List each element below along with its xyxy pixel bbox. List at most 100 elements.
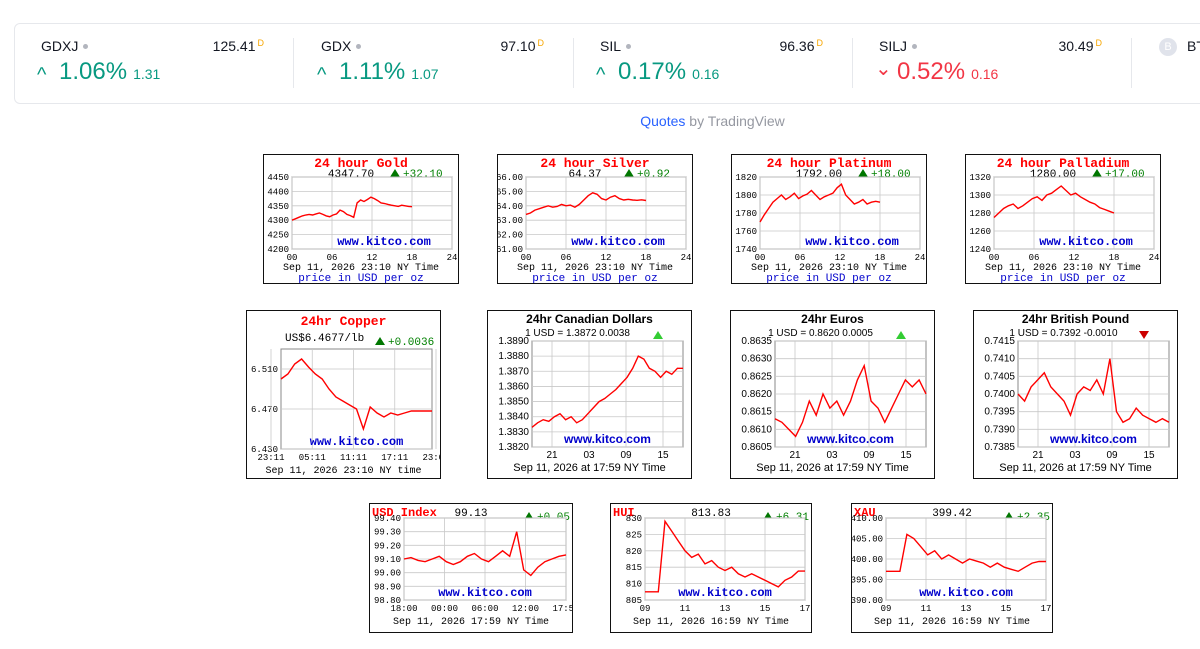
chart-date: Sep 11, 2026 16:59 NY Time: [874, 616, 1030, 628]
x-tick-label: 24: [447, 253, 458, 263]
price-line-silver: [525, 192, 647, 216]
x-tick-label: 00:00: [431, 604, 458, 614]
ticker-item-gdx[interactable]: GDX 97.10 D ^ 1.11% 1.07: [295, 24, 574, 103]
y-tick-label: 1780: [735, 209, 757, 219]
change-up-triangle-icon: [624, 169, 634, 177]
quotes-link[interactable]: Quotes: [640, 113, 686, 129]
caret-down-icon: ⌄: [875, 58, 892, 80]
kitco-watermark: www.kitco.com: [438, 586, 532, 600]
y-tick-label: 99.20: [374, 541, 401, 551]
x-tick-label: 18: [407, 253, 418, 263]
x-tick-label: 06: [795, 253, 806, 263]
delayed-mark: D: [537, 38, 545, 48]
ticker-price: 125.41: [212, 38, 256, 54]
chart-price: 99.13: [454, 508, 487, 520]
x-tick-label: 15: [900, 450, 912, 461]
ticker-change: ⌄ 0.52% 0.16: [875, 58, 998, 86]
ticker-item-bt[interactable]: B BT: [1133, 24, 1200, 103]
y-tick-label: 4400: [267, 187, 289, 197]
change-up-triangle-icon: [896, 331, 906, 339]
y-tick-label: 1320: [969, 173, 991, 183]
ticker-item-silj[interactable]: SILJ 30.49 D ⌄ 0.52% 0.16: [853, 24, 1132, 103]
y-tick-label: 6.510: [251, 365, 278, 375]
y-tick-label: 1800: [735, 191, 757, 201]
y-tick-label: 400.00: [852, 555, 883, 565]
y-tick-label: 99.30: [374, 528, 401, 538]
y-tick-label: 0.7415: [984, 336, 1015, 347]
change-up-triangle-icon: [390, 169, 400, 177]
x-tick-label: 15: [657, 450, 669, 461]
chart-card-xau[interactable]: XAU399.42+2.35410.00405.00400.00395.0039…: [851, 503, 1053, 633]
chart-title: 24hr British Pound: [1022, 312, 1129, 326]
chart-card-cad[interactable]: 24hr Canadian Dollars 1 USD = 1.3872 0.00…: [487, 310, 692, 479]
x-tick-label: 09: [640, 604, 651, 614]
y-tick-label: 0.7385: [984, 442, 1015, 453]
ticker-divider: [293, 38, 294, 88]
y-tick-label: 6.430: [251, 445, 278, 455]
x-tick-label: 13: [720, 604, 731, 614]
x-tick-label: 21: [1032, 450, 1044, 461]
x-tick-label: 24: [1149, 253, 1160, 263]
y-tick-label: 62.00: [498, 231, 523, 241]
y-tick-label: 99.40: [374, 514, 401, 524]
chart-card-hui[interactable]: HUI813.83+6.3183082582081581080509111315…: [610, 503, 812, 633]
y-tick-label: 0.7390: [984, 424, 1015, 435]
chart-price: 1 USD = 0.8620 0.0005: [768, 328, 873, 339]
chart-footer: price in USD per oz: [766, 273, 891, 283]
chart-card-platinum[interactable]: 24 hour Platinum 1792.00 +18.00 1820 1800 178…: [731, 154, 927, 284]
ticker-symbol-wrap: GDXJ: [41, 38, 89, 54]
ticker-item-sil[interactable]: SIL 96.36 D ^ 0.17% 0.16: [574, 24, 853, 103]
price-line-platinum: [759, 183, 881, 223]
chart-footer: price in USD per oz: [532, 273, 657, 283]
x-tick-label: 11:11: [340, 453, 367, 463]
caret-up-icon: ^: [596, 64, 606, 86]
x-tick-label: 03: [583, 450, 595, 461]
y-tick-label: 0.7395: [984, 407, 1015, 418]
change-up-triangle-icon: [1092, 169, 1102, 177]
y-tick-label: 65.00: [498, 187, 523, 197]
ticker-price-wrap: 125.41 D: [213, 38, 264, 54]
plot-area: [531, 340, 684, 448]
x-tick-label: 12: [367, 253, 378, 263]
y-tick-label: 410.00: [852, 514, 883, 524]
chart-price: 1 USD = 0.7392 -0.0010: [1009, 328, 1118, 339]
chart-card-palladium[interactable]: 24 hour Palladium 1280.00 +17.00 1320 1300 12…: [965, 154, 1161, 284]
y-tick-label: 98.80: [374, 596, 401, 606]
y-tick-label: 0.8610: [741, 424, 772, 435]
x-tick-label: 17:11: [381, 453, 408, 463]
y-tick-label: 1240: [969, 245, 991, 255]
y-tick-label: 1.3820: [498, 442, 529, 453]
chart-price: 813.83: [691, 508, 731, 520]
kitco-watermark: www.kitco.com: [678, 586, 772, 600]
y-tick-label: 1280: [969, 209, 991, 219]
chart-card-silver[interactable]: 24 hour Silver 64.37 +0.92 66.00 65.00 64.00 6…: [497, 154, 693, 284]
ticker-price-wrap: 30.49 D: [1058, 38, 1102, 54]
y-tick-label: 6.470: [251, 405, 278, 415]
chart-price: 1 USD = 1.3872 0.0038: [525, 328, 630, 339]
x-tick-label: 09: [1106, 450, 1118, 461]
chart-card-copper[interactable]: 24hr Copper US$6.4677/lb +0.0036 6.510 6.470…: [246, 310, 441, 479]
x-tick-label: 06: [327, 253, 338, 263]
x-tick-label: 15: [1001, 604, 1012, 614]
ticker-tape-widget: GDXJ 125.41 D ^ 1.06% 1.31 GDX 97.10 D ^ 1.11% 1.07…: [14, 23, 1200, 104]
chart-card-gold[interactable]: 24 hour Gold 4347.70 +32.10 4450 4400 4350 430…: [263, 154, 459, 284]
attribution-by-text: by TradingView: [689, 113, 785, 129]
x-tick-label: 00: [287, 253, 298, 263]
chart-card-usd[interactable]: USD Index99.13+0.0599.4099.3099.2099.109…: [369, 503, 573, 633]
x-tick-label: 12: [601, 253, 612, 263]
chart-card-gbp[interactable]: 24hr British Pound 1 USD = 0.7392 -0.0010…: [973, 310, 1178, 479]
y-tick-label: 66.00: [498, 173, 523, 183]
chart-title: HUI: [613, 506, 635, 520]
caret-up-icon: ^: [37, 64, 47, 86]
market-status-dot-icon: [912, 43, 918, 49]
chart-title: 24 hour Silver: [540, 156, 649, 171]
x-tick-label: 18:00: [390, 604, 417, 614]
chart-date: Sep 11, 2026 23:10 NY Time: [283, 262, 439, 274]
y-tick-label: 4250: [267, 231, 289, 241]
chart-svg-xau: XAU399.42+2.35410.00405.00400.00395.0039…: [852, 506, 1051, 628]
x-tick-label: 18: [1109, 253, 1120, 263]
ticker-item-gdxj[interactable]: GDXJ 125.41 D ^ 1.06% 1.31: [15, 24, 294, 103]
chart-card-eur[interactable]: 24hr Euros 1 USD = 0.8620 0.0005 0.8635 0.8…: [730, 310, 935, 479]
y-tick-label: 1820: [735, 173, 757, 183]
